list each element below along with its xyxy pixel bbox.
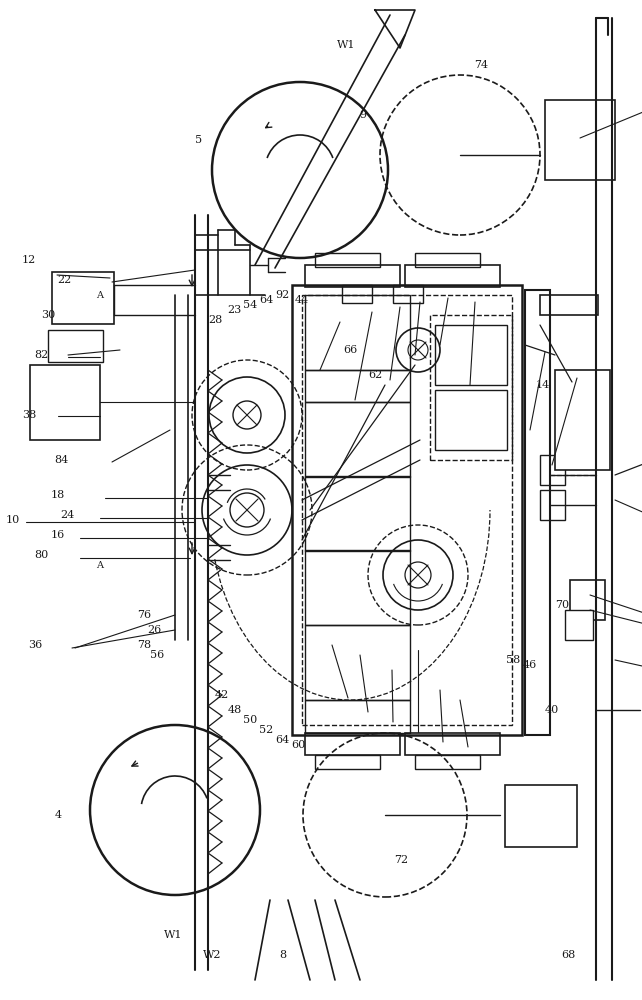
Text: 10: 10 bbox=[6, 515, 20, 525]
Bar bbox=[302, 295, 512, 725]
Text: 38: 38 bbox=[22, 410, 36, 420]
Text: 22: 22 bbox=[57, 275, 71, 285]
Text: 12: 12 bbox=[22, 255, 36, 265]
Text: 23: 23 bbox=[227, 305, 241, 315]
Text: W1: W1 bbox=[338, 40, 356, 50]
Bar bbox=[305, 370, 410, 402]
Bar bbox=[435, 390, 507, 450]
Bar bbox=[315, 755, 380, 769]
Text: 80: 80 bbox=[35, 550, 49, 560]
Text: 5: 5 bbox=[195, 135, 203, 145]
Text: 68: 68 bbox=[561, 950, 575, 960]
Bar bbox=[430, 315, 512, 460]
Text: 46: 46 bbox=[523, 660, 537, 670]
Text: 56: 56 bbox=[150, 650, 164, 660]
Text: 28: 28 bbox=[208, 315, 222, 325]
Text: W1: W1 bbox=[164, 930, 182, 940]
Text: 30: 30 bbox=[41, 310, 55, 320]
Text: 8: 8 bbox=[279, 950, 286, 960]
Text: 64: 64 bbox=[259, 295, 273, 305]
Bar bbox=[30, 365, 100, 440]
Text: 9: 9 bbox=[359, 110, 367, 120]
Text: 60: 60 bbox=[291, 740, 306, 750]
Bar bbox=[305, 476, 410, 551]
Bar bbox=[305, 265, 400, 287]
Bar bbox=[305, 295, 410, 370]
Text: 48: 48 bbox=[227, 705, 241, 715]
Bar bbox=[52, 272, 114, 324]
Text: 64: 64 bbox=[275, 735, 290, 745]
Bar bbox=[315, 253, 380, 267]
Bar bbox=[305, 402, 410, 477]
Bar bbox=[305, 733, 400, 755]
Text: 78: 78 bbox=[137, 640, 152, 650]
Bar bbox=[305, 625, 410, 700]
Bar bbox=[540, 455, 565, 485]
Bar bbox=[555, 370, 610, 470]
Bar bbox=[305, 700, 410, 733]
Text: 26: 26 bbox=[147, 625, 161, 635]
Bar bbox=[545, 100, 615, 180]
Bar bbox=[393, 285, 423, 303]
Text: 36: 36 bbox=[28, 640, 42, 650]
Text: 24: 24 bbox=[60, 510, 74, 520]
Bar bbox=[405, 265, 500, 287]
Bar bbox=[505, 785, 577, 847]
Text: A: A bbox=[96, 560, 103, 570]
Bar bbox=[415, 755, 480, 769]
Bar bbox=[435, 325, 507, 385]
Text: 52: 52 bbox=[259, 725, 273, 735]
Text: 66: 66 bbox=[343, 345, 357, 355]
Bar bbox=[342, 285, 372, 303]
Text: 74: 74 bbox=[474, 60, 489, 70]
Text: 72: 72 bbox=[394, 855, 408, 865]
Bar bbox=[415, 253, 480, 267]
Text: 92: 92 bbox=[275, 290, 290, 300]
Bar bbox=[525, 290, 550, 735]
Text: 58: 58 bbox=[507, 655, 521, 665]
Bar bbox=[570, 580, 605, 620]
Text: 82: 82 bbox=[35, 350, 49, 360]
Text: 62: 62 bbox=[369, 370, 383, 380]
Text: 14: 14 bbox=[535, 380, 550, 390]
Text: 4: 4 bbox=[54, 810, 62, 820]
Text: 18: 18 bbox=[51, 490, 65, 500]
Text: 42: 42 bbox=[214, 690, 229, 700]
Bar bbox=[292, 285, 522, 735]
Text: W2: W2 bbox=[203, 950, 221, 960]
Text: 76: 76 bbox=[137, 610, 152, 620]
Bar bbox=[305, 550, 410, 625]
Text: 40: 40 bbox=[545, 705, 559, 715]
Bar bbox=[48, 330, 103, 362]
Text: 84: 84 bbox=[54, 455, 68, 465]
Text: 70: 70 bbox=[555, 600, 569, 610]
Text: 44: 44 bbox=[295, 295, 309, 305]
Text: 16: 16 bbox=[51, 530, 65, 540]
Bar bbox=[405, 733, 500, 755]
Text: 50: 50 bbox=[243, 715, 257, 725]
Bar bbox=[540, 295, 598, 315]
Text: A: A bbox=[96, 290, 103, 300]
Bar bbox=[565, 610, 593, 640]
Bar bbox=[540, 490, 565, 520]
Text: 54: 54 bbox=[243, 300, 257, 310]
